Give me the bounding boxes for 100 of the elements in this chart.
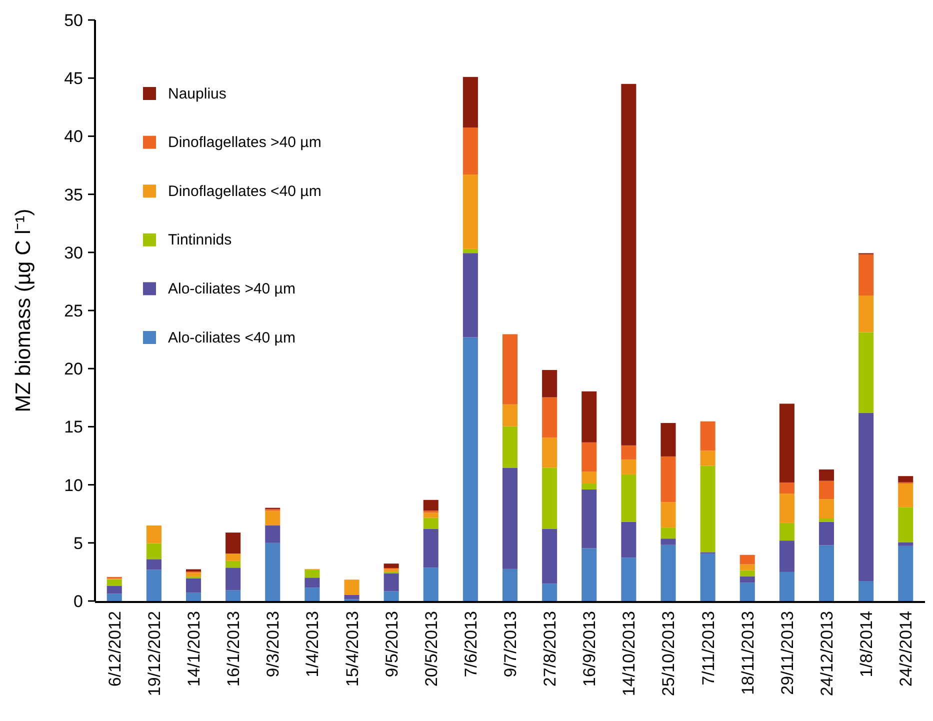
bar bbox=[502, 468, 518, 569]
bar bbox=[898, 546, 914, 601]
x-tick-label: 29/11/2013 bbox=[778, 611, 797, 695]
bar bbox=[779, 494, 794, 523]
bar bbox=[779, 522, 794, 541]
x-tick-label: 9/3/2013 bbox=[264, 611, 283, 678]
bar bbox=[582, 484, 597, 490]
x-tick-label: 27/8/2013 bbox=[540, 611, 560, 687]
y-tick-label: 50 bbox=[64, 10, 83, 30]
bar bbox=[542, 528, 558, 584]
x-tick-label: 7/6/2013 bbox=[461, 611, 480, 678]
bar bbox=[621, 558, 636, 601]
bar bbox=[344, 594, 360, 600]
bar bbox=[146, 570, 162, 601]
bar bbox=[226, 560, 241, 568]
bar bbox=[779, 572, 794, 601]
bar bbox=[226, 568, 241, 590]
bar bbox=[818, 480, 834, 500]
y-tick-label: 45 bbox=[64, 69, 83, 88]
bar bbox=[858, 412, 874, 582]
y-tick-label: 25 bbox=[64, 301, 83, 320]
bar bbox=[542, 438, 558, 468]
legend-label: Alo-ciliates >40 µm bbox=[168, 280, 296, 298]
bar bbox=[462, 253, 478, 338]
bar bbox=[898, 542, 914, 546]
bar bbox=[621, 460, 636, 474]
x-tick-label: 24/12/2013 bbox=[817, 611, 836, 696]
y-axis-title: MZ biomass (µg C l⁻¹) bbox=[12, 208, 35, 412]
bar bbox=[304, 578, 320, 588]
bar bbox=[304, 588, 320, 601]
bar bbox=[621, 522, 636, 558]
bar bbox=[462, 337, 478, 601]
y-tick-label: 10 bbox=[64, 476, 83, 495]
bar bbox=[304, 570, 320, 578]
y-tick-label: 35 bbox=[64, 185, 83, 204]
bar bbox=[384, 573, 399, 592]
x-tick-label: 14/10/2013 bbox=[620, 611, 639, 696]
bar bbox=[818, 522, 834, 546]
bar bbox=[898, 507, 914, 542]
bar bbox=[265, 525, 280, 543]
bar bbox=[186, 592, 202, 601]
bar bbox=[660, 528, 676, 539]
bar bbox=[621, 445, 636, 460]
x-tick-label: 25/10/2013 bbox=[659, 611, 678, 696]
bar bbox=[700, 466, 716, 552]
bar bbox=[106, 594, 122, 601]
bar bbox=[818, 499, 834, 518]
bar bbox=[226, 590, 241, 601]
legend-label: Nauplius bbox=[168, 85, 226, 102]
bar bbox=[582, 489, 597, 548]
legend-label: Alo-ciliates <40 µm bbox=[168, 329, 296, 346]
bar bbox=[186, 572, 202, 577]
bar bbox=[502, 426, 518, 468]
bar bbox=[582, 548, 597, 601]
bar bbox=[858, 581, 874, 601]
bar bbox=[818, 545, 834, 601]
bar bbox=[740, 570, 755, 576]
bar bbox=[740, 582, 755, 601]
y-tick-label: 5 bbox=[74, 534, 83, 553]
x-tick-label: 7/11/2013 bbox=[698, 611, 718, 686]
x-tick-label: 16/9/2013 bbox=[580, 611, 600, 687]
bar bbox=[265, 510, 280, 526]
legend-label: Tintinnids bbox=[168, 232, 232, 249]
bar bbox=[542, 397, 558, 438]
bar bbox=[858, 296, 874, 332]
bar bbox=[898, 484, 914, 508]
bar bbox=[740, 564, 755, 570]
bar bbox=[660, 544, 676, 601]
x-tick-label: 19/12/2012 bbox=[144, 611, 164, 696]
bar bbox=[779, 404, 794, 482]
y-tick-label: 30 bbox=[64, 243, 83, 262]
x-tick-label: 6/12/2012 bbox=[105, 611, 124, 687]
y-tick-label: 40 bbox=[64, 127, 83, 146]
bar bbox=[423, 518, 438, 529]
bar bbox=[660, 422, 676, 456]
x-tick-label: 24/2/2014 bbox=[896, 611, 916, 687]
bar bbox=[582, 391, 597, 442]
bar bbox=[462, 174, 478, 249]
bar bbox=[423, 568, 438, 601]
bar bbox=[146, 525, 162, 544]
x-tick-label: 9/7/2013 bbox=[501, 611, 520, 678]
bar bbox=[582, 442, 597, 472]
bar bbox=[621, 474, 636, 522]
bar bbox=[265, 542, 280, 601]
bar bbox=[542, 584, 558, 601]
legend-label: Dinoflagellates >40 µm bbox=[168, 134, 322, 152]
x-tick-label: 15/4/2013 bbox=[342, 611, 362, 687]
x-tick-label: 14/1/2013 bbox=[184, 611, 204, 687]
bar bbox=[818, 518, 834, 522]
bar bbox=[106, 579, 122, 586]
x-tick-label: 1/4/2013 bbox=[303, 611, 322, 678]
x-tick-label: 1/8/2014 bbox=[857, 611, 876, 678]
x-tick-label: 16/1/2013 bbox=[224, 611, 244, 687]
x-tick-label: 18/11/2013 bbox=[738, 611, 758, 695]
bar bbox=[858, 254, 874, 296]
bar bbox=[146, 559, 162, 570]
bar bbox=[700, 450, 716, 466]
x-tick-label: 9/5/2013 bbox=[382, 611, 402, 678]
bar bbox=[384, 569, 399, 572]
bar bbox=[660, 538, 676, 545]
